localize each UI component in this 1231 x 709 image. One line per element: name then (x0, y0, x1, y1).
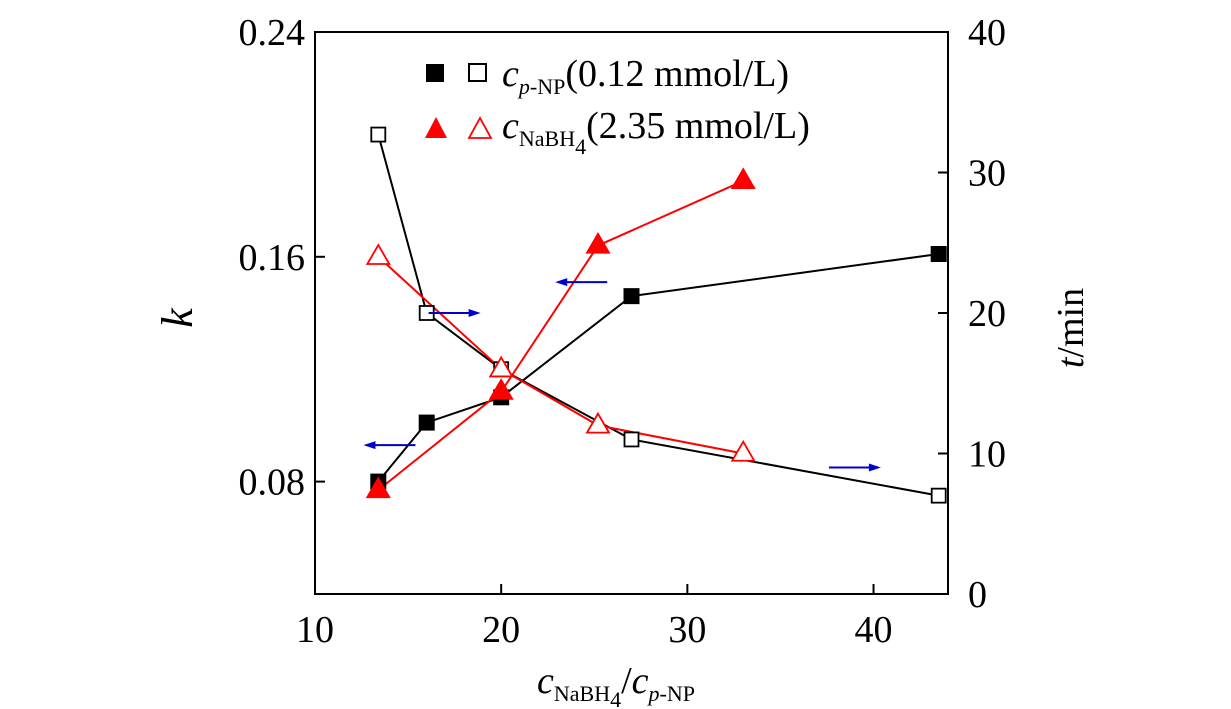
arrow-left-icon (555, 278, 607, 286)
y-left-tick-label: 0.16 (239, 237, 306, 279)
series-line-0 (378, 254, 938, 482)
x-tick-label: 30 (668, 609, 706, 651)
open-square-point (371, 128, 385, 142)
series-line-layer (378, 135, 938, 496)
y-left-axis-title: k (153, 307, 202, 328)
filled-triangle-point (732, 169, 754, 188)
legend-square-filled-marker (426, 64, 444, 82)
open-square-point (932, 489, 946, 503)
marker-layer (367, 128, 946, 503)
filled-square-point (419, 415, 435, 431)
y-right-tick-label: 30 (968, 153, 1006, 195)
x-tick-label: 10 (296, 609, 334, 651)
y-left-tick-label: 0.08 (239, 462, 306, 504)
y-left-tick-label: 0.24 (239, 12, 306, 54)
filled-square-point (624, 288, 640, 304)
y-right-tick-label: 20 (968, 293, 1006, 335)
x-tick-label: 20 (482, 609, 520, 651)
arrow-right-icon (829, 464, 881, 472)
y-right-tick-label: 0 (968, 574, 987, 616)
x-axis-title: cNaBH4/cp-NP (537, 660, 695, 709)
arrow-head (363, 441, 375, 449)
chart-canvas: 10 20 30 40 0.08 0.16 0.24 0 10 20 30 40 cp-NP(0.12… (0, 0, 1231, 709)
arrow-layer (363, 278, 880, 471)
arrow-head (469, 309, 481, 317)
filled-triangle-point (587, 234, 609, 253)
series-line-1 (378, 135, 938, 496)
legend: cp-NP(0.12 mmol/L) cNaBH4(2.35 mmol/L) (425, 53, 810, 159)
legend-entry-p-np: cp-NP(0.12 mmol/L) (502, 53, 789, 99)
arrow-head (869, 464, 881, 472)
legend-square-open-marker (469, 64, 486, 81)
x-tick-label: 40 (855, 609, 893, 651)
open-square-point (625, 432, 639, 446)
y-right-tick-label: 10 (968, 434, 1006, 476)
arrow-head (555, 278, 567, 286)
filled-square-point (931, 246, 947, 262)
arrow-left-icon (363, 441, 415, 449)
y-right-axis-title: t/min (1050, 288, 1092, 368)
open-triangle-point (367, 245, 389, 264)
legend-entry-nabh4: cNaBH4(2.35 mmol/L) (502, 105, 810, 159)
y-right-tick-label: 40 (968, 12, 1006, 54)
legend-triangle-filled-marker (425, 117, 447, 138)
legend-triangle-open-marker (469, 118, 491, 138)
